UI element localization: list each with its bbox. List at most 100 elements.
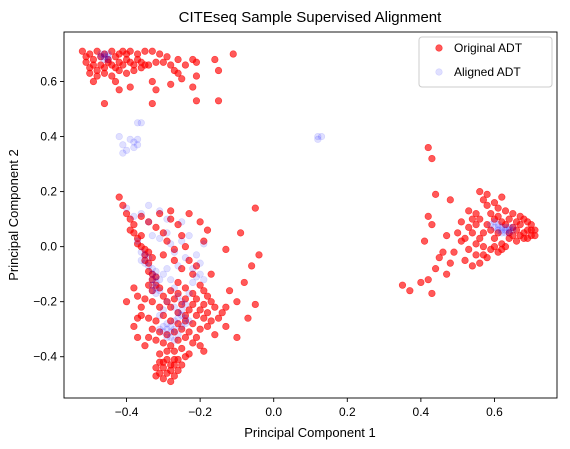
point-aligned-adt — [137, 210, 145, 218]
point-original-adt — [137, 212, 145, 220]
point-original-adt — [126, 47, 134, 55]
point-original-adt — [424, 212, 432, 220]
point-original-adt — [420, 237, 429, 245]
point-original-adt — [115, 86, 123, 94]
point-original-adt — [189, 320, 197, 328]
y-axis-label: Principal Component 2 — [6, 149, 21, 281]
point-original-adt — [156, 50, 164, 58]
point-original-adt — [108, 72, 116, 80]
point-original-adt — [174, 278, 182, 287]
point-aligned-adt — [494, 223, 502, 231]
point-aligned-adt — [163, 265, 171, 273]
point-original-adt — [159, 358, 167, 366]
point-aligned-adt — [104, 53, 112, 61]
point-original-adt — [196, 281, 204, 289]
point-original-adt — [479, 243, 488, 251]
point-aligned-adt — [159, 322, 167, 331]
point-original-adt — [159, 375, 167, 383]
point-original-adt — [185, 210, 193, 218]
point-aligned-adt — [148, 287, 156, 295]
point-original-adt — [152, 58, 160, 66]
point-original-adt — [133, 314, 142, 322]
point-aligned-adt — [145, 254, 153, 262]
point-original-adt — [93, 72, 101, 80]
point-original-adt — [141, 295, 149, 303]
point-original-adt — [148, 325, 156, 333]
point-original-adt — [148, 47, 156, 55]
point-original-adt — [501, 221, 510, 229]
point-original-adt — [439, 248, 447, 256]
point-aligned-adt — [122, 146, 131, 154]
point-original-adt — [476, 259, 484, 267]
point-original-adt — [509, 232, 517, 240]
x-axis-ticks: −0.4 −0.2 0.0 0.2 0.4 0.6 — [115, 398, 503, 419]
point-original-adt — [196, 325, 204, 333]
point-aligned-adt — [133, 141, 142, 149]
point-original-adt — [167, 377, 175, 386]
point-aligned-adt — [148, 281, 156, 289]
legend-marker-original-adt — [435, 44, 443, 52]
point-original-adt — [509, 210, 517, 218]
point-original-adt — [457, 237, 465, 245]
point-aligned-adt — [167, 333, 175, 342]
point-aligned-adt — [181, 254, 190, 262]
point-original-adt — [417, 278, 425, 287]
point-original-adt — [446, 259, 454, 267]
point-original-adt — [435, 254, 443, 262]
point-original-adt — [181, 317, 190, 325]
point-original-adt — [222, 303, 230, 311]
point-original-adt — [211, 331, 219, 339]
legend: Original ADT Aligned ADT — [418, 36, 553, 88]
point-original-adt — [233, 333, 241, 342]
point-aligned-adt — [181, 300, 190, 309]
point-original-adt — [192, 262, 201, 270]
point-original-adt — [148, 298, 156, 306]
point-aligned-adt — [192, 251, 201, 259]
point-original-adt — [145, 314, 153, 322]
point-original-adt — [167, 80, 175, 88]
point-original-adt — [130, 322, 138, 331]
point-original-adt — [122, 210, 131, 218]
point-original-adt — [200, 300, 208, 309]
point-original-adt — [465, 207, 473, 215]
point-original-adt — [163, 298, 171, 306]
point-aligned-adt — [505, 226, 513, 234]
point-aligned-adt — [119, 141, 127, 149]
point-original-adt — [156, 303, 164, 311]
point-aligned-adt — [178, 322, 186, 331]
point-original-adt — [167, 342, 175, 350]
point-aligned-adt — [163, 320, 171, 328]
point-aligned-adt — [317, 132, 326, 141]
point-original-adt — [251, 300, 259, 309]
point-original-adt — [148, 77, 156, 86]
point-aligned-adt — [163, 325, 171, 333]
point-original-adt — [501, 207, 510, 215]
point-original-adt — [93, 47, 101, 55]
point-aligned-adt — [178, 237, 186, 245]
point-aligned-adt — [490, 218, 499, 226]
point-original-adt — [170, 372, 178, 380]
point-original-adt — [428, 154, 436, 163]
point-original-adt — [196, 218, 204, 226]
point-original-adt — [523, 234, 532, 242]
legend-label-original-adt: Original ADT — [454, 41, 523, 55]
point-original-adt — [490, 234, 499, 242]
point-original-adt — [167, 303, 175, 311]
point-original-adt — [483, 254, 491, 262]
point-original-adt — [170, 295, 178, 303]
point-original-adt — [156, 210, 164, 218]
point-original-adt — [89, 61, 98, 69]
point-original-adt — [130, 221, 138, 229]
point-original-adt — [461, 256, 469, 265]
point-aligned-adt — [200, 240, 208, 248]
point-original-adt — [148, 254, 156, 262]
point-aligned-adt — [148, 270, 156, 278]
point-original-adt — [152, 86, 160, 94]
points-layer — [78, 47, 539, 386]
point-aligned-adt — [200, 276, 208, 284]
point-original-adt — [115, 66, 123, 75]
point-aligned-adt — [498, 226, 506, 234]
point-original-adt — [159, 251, 167, 259]
point-original-adt — [163, 53, 171, 61]
point-original-adt — [251, 204, 259, 212]
